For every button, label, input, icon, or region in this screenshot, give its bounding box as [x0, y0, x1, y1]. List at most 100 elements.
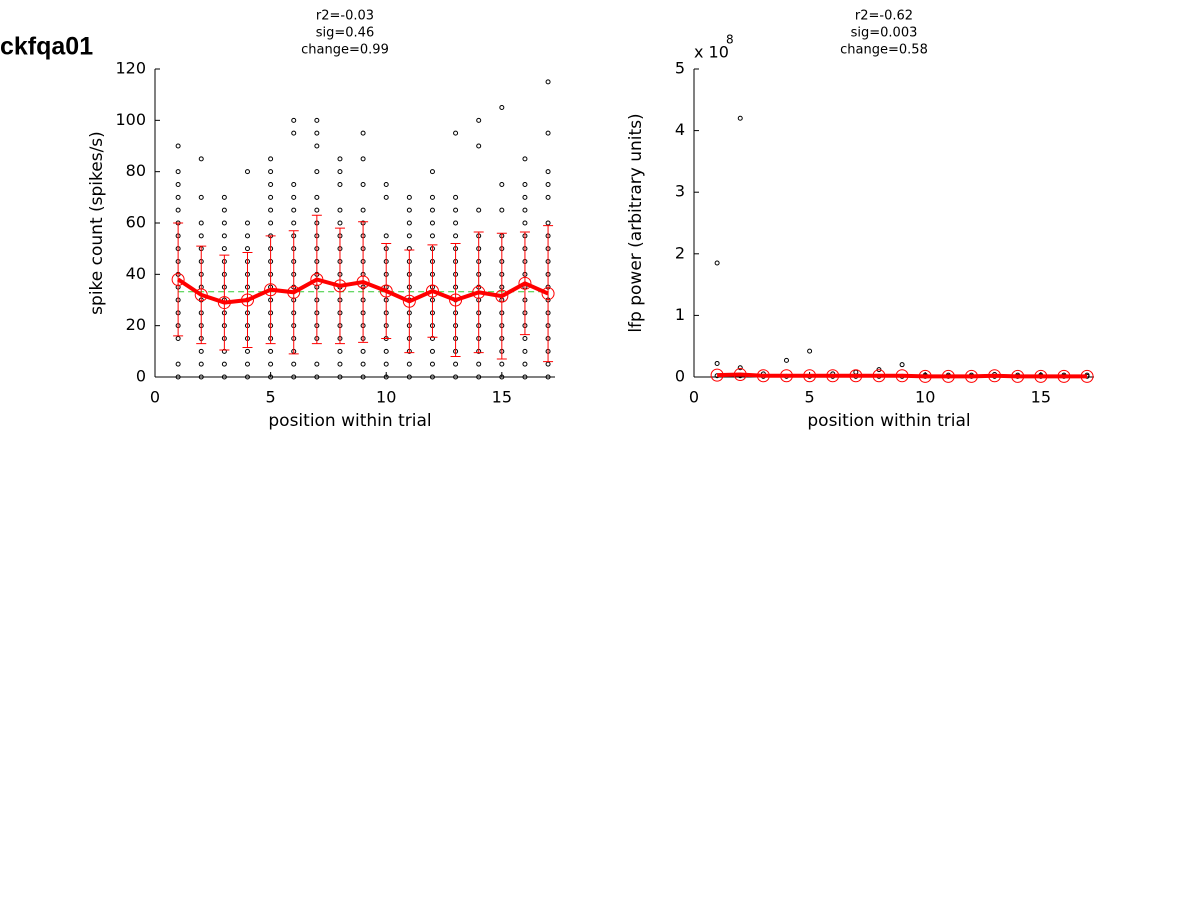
data-point	[522, 336, 528, 341]
data-point	[360, 130, 366, 136]
x-tick-label: 15	[1031, 388, 1051, 407]
error-bar	[173, 222, 184, 337]
y-axis-label: lfp power (arbitrary units)	[626, 113, 646, 332]
y-tick-label: 40	[126, 264, 146, 283]
data-point	[314, 169, 320, 175]
data-point	[360, 348, 366, 354]
mean-marker	[849, 369, 863, 383]
data-point	[545, 194, 551, 200]
data-point	[406, 220, 412, 226]
y-tick-label: 120	[115, 59, 146, 78]
data-point	[476, 374, 482, 380]
mean-marker	[217, 296, 231, 310]
chart-title: r2=-0.62	[855, 9, 913, 24]
data-point	[476, 207, 482, 213]
mean-marker	[988, 369, 1002, 383]
mean-marker	[495, 289, 509, 303]
data-point	[268, 194, 274, 200]
y-tick-label: 1	[675, 305, 685, 324]
data-point	[314, 361, 320, 367]
data-point	[383, 182, 389, 187]
data-point	[406, 374, 412, 380]
mean-marker	[310, 272, 324, 286]
data-point	[291, 130, 297, 136]
data-point	[291, 361, 297, 367]
chart-title: sig=0.003	[851, 26, 918, 41]
mean-marker	[264, 283, 278, 297]
data-point	[429, 207, 435, 213]
data-point	[383, 361, 389, 367]
data-point	[221, 374, 227, 380]
mean-marker	[425, 284, 439, 298]
data-point	[337, 169, 343, 175]
data-point	[268, 348, 274, 354]
data-point	[244, 361, 250, 367]
data-point	[198, 194, 204, 200]
data-point	[291, 182, 297, 187]
y-tick-label: 3	[675, 182, 685, 201]
data-point	[268, 207, 274, 213]
x-tick-label: 10	[915, 388, 935, 407]
data-point	[383, 233, 389, 239]
y-axis-label: spike count (spikes/s)	[87, 131, 107, 315]
data-point	[522, 182, 528, 187]
data-point	[268, 182, 274, 187]
data-point	[314, 194, 320, 200]
data-point	[453, 233, 459, 239]
x-tick-label: 0	[689, 388, 699, 407]
x-tick-label: 15	[492, 388, 512, 407]
mean-marker	[240, 293, 254, 307]
data-point	[453, 374, 459, 380]
data-point	[545, 130, 551, 136]
data-point	[198, 220, 204, 226]
error-bar	[543, 225, 554, 363]
chart-title: r2=-0.03	[316, 9, 374, 24]
data-point	[406, 207, 412, 213]
data-point	[268, 220, 274, 226]
data-point	[244, 220, 250, 226]
data-point	[244, 233, 250, 239]
chart-title: change=0.58	[840, 43, 928, 58]
data-point	[314, 130, 320, 136]
mean-line	[177, 277, 549, 305]
chart-title: sig=0.46	[316, 26, 374, 41]
mean-marker	[449, 293, 463, 307]
data-point	[337, 220, 343, 226]
data-point	[453, 207, 459, 213]
data-point	[406, 233, 412, 239]
data-point	[314, 143, 320, 149]
data-point	[453, 361, 459, 367]
data-point	[291, 374, 297, 380]
mean-marker	[518, 276, 532, 290]
data-point	[221, 194, 227, 200]
data-point	[453, 194, 459, 200]
data-point	[360, 182, 366, 187]
data-point	[522, 220, 528, 226]
data-point	[429, 361, 435, 367]
data-point	[314, 207, 320, 213]
data-point	[807, 348, 813, 354]
data-point	[175, 182, 181, 187]
data-point	[545, 169, 551, 175]
mean-marker	[287, 285, 301, 299]
data-point	[522, 207, 528, 213]
x-tick-label: 5	[805, 388, 815, 407]
data-point	[360, 156, 366, 162]
data-point	[476, 143, 482, 149]
data-point	[499, 207, 505, 213]
mean-marker	[356, 275, 370, 289]
data-point	[714, 260, 720, 266]
data-point	[175, 374, 181, 380]
mean-marker	[1034, 369, 1048, 383]
data-point	[453, 220, 459, 226]
data-point	[198, 348, 204, 354]
data-point	[499, 105, 505, 110]
data-point	[175, 143, 181, 149]
y-tick-label: 5	[675, 59, 685, 78]
data-point	[545, 182, 551, 187]
data-point	[198, 233, 204, 239]
data-point	[383, 348, 389, 354]
mean-marker	[872, 369, 886, 383]
